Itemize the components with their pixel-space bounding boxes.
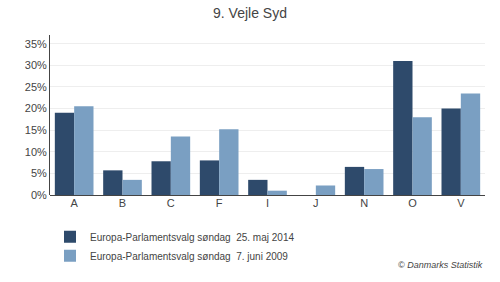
svg-text:F: F (216, 197, 223, 209)
svg-text:35%: 35% (25, 38, 47, 50)
svg-text:C: C (167, 197, 175, 209)
svg-text:O: O (408, 197, 417, 209)
svg-text:B: B (119, 197, 126, 209)
svg-text:V: V (457, 197, 465, 209)
svg-text:N: N (360, 197, 368, 209)
svg-text:Europa-Parlamentsvalg søndag: Europa-Parlamentsvalg søndag 7. juni 200… (90, 251, 288, 262)
svg-text:5%: 5% (31, 167, 47, 179)
svg-text:J: J (313, 197, 319, 209)
svg-text:© Danmarks Statistik: © Danmarks Statistik (398, 260, 483, 270)
svg-text:Europa-Parlamentsvalg søndag: Europa-Parlamentsvalg søndag 25. maj 201… (90, 232, 294, 243)
svg-text:0%: 0% (31, 189, 47, 201)
svg-text:25%: 25% (25, 81, 47, 93)
svg-text:20%: 20% (25, 102, 47, 114)
svg-text:9. Vejle Syd: 9. Vejle Syd (213, 5, 287, 21)
svg-text:30%: 30% (25, 59, 47, 71)
svg-text:I: I (266, 197, 269, 209)
svg-text:10%: 10% (25, 146, 47, 158)
svg-text:15%: 15% (25, 124, 47, 136)
svg-text:A: A (70, 197, 78, 209)
